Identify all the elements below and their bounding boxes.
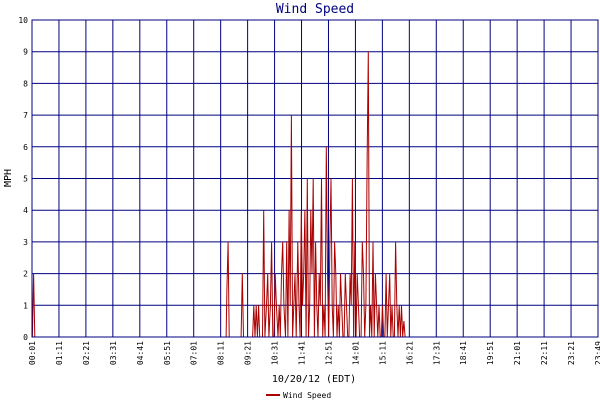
x-tick-label: 01:11 (55, 341, 64, 365)
y-tick-label: 0 (23, 333, 28, 342)
x-tick-label: 04:41 (136, 341, 145, 365)
x-axis-ticks: 00:01 01:11 02:21 03:31 04:41 05:51 07:01 08:11… (28, 341, 600, 365)
x-tick-label: 18:41 (459, 341, 468, 365)
y-tick-label: 10 (18, 16, 28, 25)
x-tick-label: 16:21 (405, 341, 414, 365)
y-tick-label: 4 (23, 206, 28, 215)
x-tick-label: 23:21 (567, 341, 576, 365)
y-axis-ticks: 0 1 2 3 4 5 6 7 8 9 10 (18, 16, 28, 342)
x-tick-label: 07:01 (190, 341, 199, 365)
x-tick-label: 22:11 (540, 341, 549, 365)
y-tick-label: 5 (23, 175, 28, 184)
y-tick-label: 6 (23, 143, 28, 152)
x-tick-label: 15:11 (378, 341, 387, 365)
x-tick-label: 08:11 (217, 341, 226, 365)
x-tick-label: 09:21 (244, 341, 253, 365)
x-tick-label: 19:51 (486, 341, 495, 365)
y-tick-label: 3 (23, 238, 28, 247)
x-tick-label: 14:01 (351, 341, 360, 365)
legend: Wind Speed (266, 391, 331, 400)
chart-title: Wind Speed (276, 2, 354, 17)
x-tick-label: 17:31 (432, 341, 441, 365)
x-tick-label: 21:01 (513, 341, 522, 365)
x-tick-label: 05:51 (163, 341, 172, 365)
x-tick-label: 03:31 (109, 341, 118, 365)
y-axis-label: MPH (3, 169, 14, 187)
x-axis-label: 10/20/12 (EDT) (272, 374, 356, 385)
y-tick-label: 2 (23, 270, 28, 279)
x-tick-label: 00:01 (28, 341, 37, 365)
x-tick-label: 12:51 (324, 341, 333, 365)
plot-frame (31, 19, 599, 338)
x-tick-label: 11:41 (298, 341, 307, 365)
legend-label: Wind Speed (283, 391, 331, 400)
x-tick-label: 10:31 (271, 341, 280, 365)
y-tick-label: 1 (23, 301, 28, 310)
y-tick-label: 9 (23, 48, 28, 57)
y-tick-label: 8 (23, 79, 28, 88)
x-tick-label: 02:21 (82, 341, 91, 365)
y-tick-label: 7 (23, 111, 28, 120)
x-tick-label: 23:49 (594, 341, 600, 365)
